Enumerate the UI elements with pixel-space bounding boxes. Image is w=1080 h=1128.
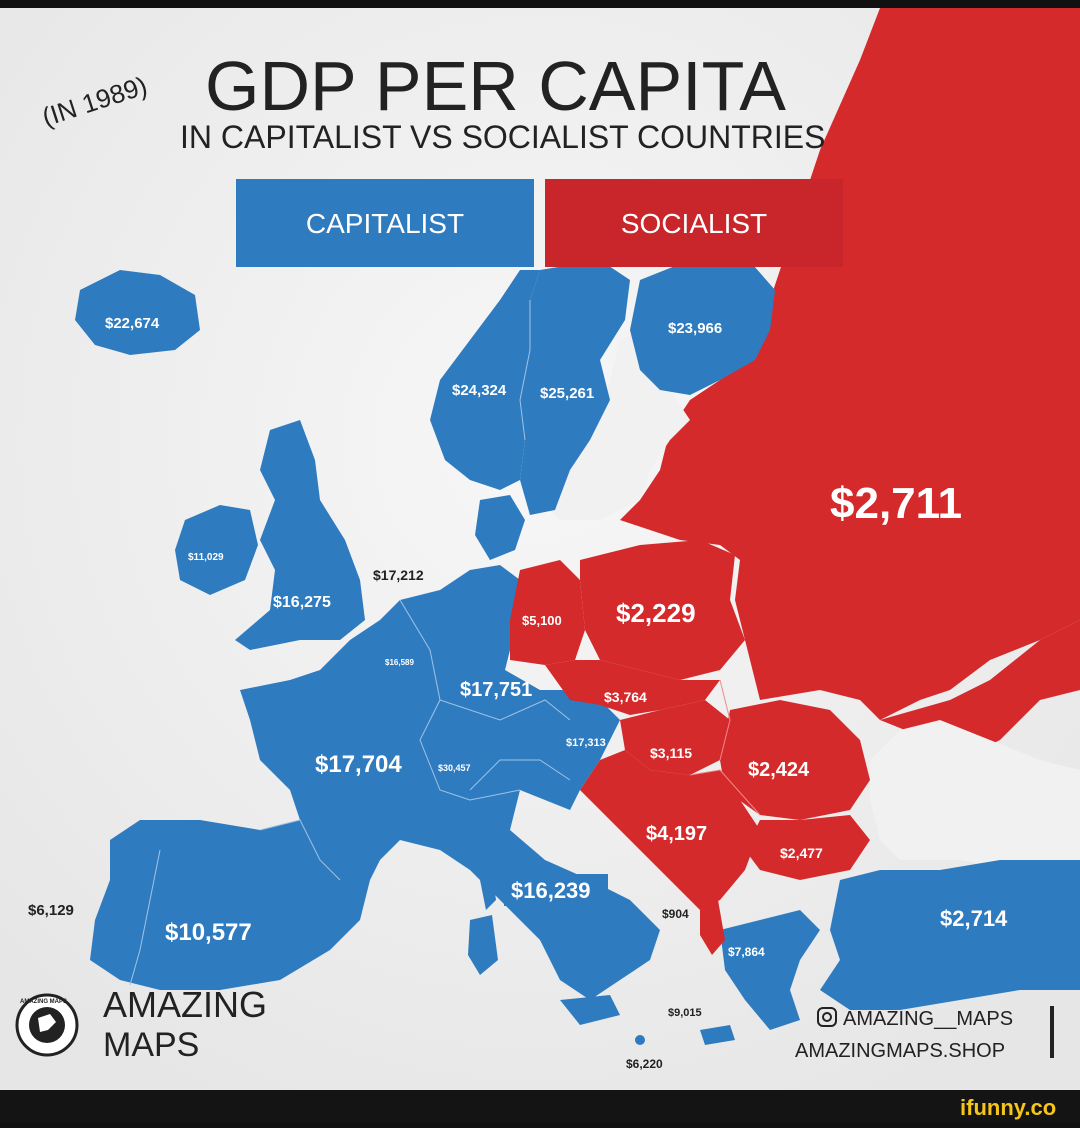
instagram-icon [817, 1007, 837, 1027]
region-uk [235, 420, 365, 650]
globe-land-icon [38, 1014, 56, 1032]
watermark: ifunny.co [960, 1095, 1056, 1120]
label-hungary: $3,115 [650, 745, 692, 761]
ussr-fade [700, 8, 1080, 328]
region-bulgaria [745, 815, 870, 880]
legend-capitalist-swatch [236, 179, 534, 267]
region-sweden [520, 260, 630, 515]
label-czechoslovakia: $3,764 [604, 689, 647, 705]
label-romania: $2,424 [748, 759, 810, 781]
label-italy-box [504, 874, 608, 906]
label-france: $17,704 [315, 751, 402, 778]
region-denmark [475, 495, 525, 560]
label-uk: $16,275 [273, 594, 331, 611]
region-albania [700, 900, 725, 955]
sea-black [870, 720, 1080, 880]
label-turkey: $2,714 [940, 906, 1008, 931]
label-cyprus: $9,015 [668, 1007, 702, 1019]
region-sicily [560, 995, 620, 1025]
label-norway: $24,324 [452, 382, 507, 399]
region-iceland [75, 270, 200, 355]
label-netherlands: $17,212 [373, 567, 424, 583]
label-east-germany: $5,100 [522, 613, 562, 628]
label-finland: $23,966 [668, 320, 722, 337]
label-albania: $904 [662, 907, 689, 921]
region-malta [635, 1035, 645, 1045]
country-borders [129, 300, 571, 986]
region-finland [630, 250, 775, 395]
region-poland [580, 540, 745, 680]
east-bloc-borders [689, 679, 761, 816]
branding-divider [1050, 1006, 1054, 1058]
label-yugoslavia: $4,197 [646, 823, 707, 845]
social-links: AMAZING__MAPS AMAZINGMAPS.SHOP [795, 1006, 1054, 1062]
label-belgium: $16,589 [385, 658, 414, 667]
region-cyprus [700, 1025, 735, 1045]
instagram-handle: AMAZING__MAPS [843, 1008, 1013, 1030]
label-switzerland: $30,457 [438, 763, 471, 773]
label-austria: $17,313 [566, 737, 606, 749]
label-iceland: $22,674 [105, 315, 160, 332]
logo-line2: MAPS [103, 1026, 199, 1064]
logo-seal-text: AMAZING MAPS [20, 999, 67, 1005]
legend: CAPITALIST SOCIALIST [236, 179, 843, 267]
region-ireland [175, 505, 258, 595]
label-west-germany: $17,751 [460, 679, 532, 701]
label-ussr: $2,711 [830, 479, 962, 528]
amazing-maps-logo: AMAZING MAPS AMAZING MAPS [15, 984, 267, 1064]
label-malta: $6,220 [626, 1057, 663, 1071]
label-spain: $10,577 [165, 919, 252, 946]
region-sardinia [468, 915, 498, 975]
label-bulgaria: $2,477 [780, 845, 823, 861]
region-corsica [480, 872, 496, 910]
page-subtitle: IN CAPITALIST VS SOCIALIST COUNTRIES [180, 119, 825, 155]
region-hungary [620, 700, 730, 775]
legend-socialist-swatch [545, 179, 843, 267]
region-greece [720, 910, 820, 1030]
region-yugoslavia [580, 750, 760, 910]
label-ireland: $11,029 [188, 552, 224, 563]
instagram-icon-lens [822, 1012, 832, 1022]
label-greece: $7,864 [728, 945, 765, 959]
region-turkey [820, 860, 1080, 1010]
value-labels: $22,674 $23,966 $24,324 $25,261 $2,711 $… [28, 315, 1008, 1071]
watermark-bar [0, 1090, 1080, 1123]
shop-link: AMAZINGMAPS.SHOP [795, 1040, 1005, 1062]
region-east-germany [510, 560, 585, 665]
label-poland: $2,229 [616, 598, 696, 628]
legend-capitalist-label: CAPITALIST [306, 208, 464, 239]
region-norway [430, 270, 540, 490]
label-sweden: $25,261 [540, 385, 594, 402]
label-portugal: $6,129 [28, 902, 74, 919]
label-italy: $16,239 [511, 878, 591, 903]
top-bar [0, 0, 1080, 8]
logo-line1: AMAZING [103, 984, 267, 1025]
region-romania [720, 700, 870, 820]
region-czechoslovakia [545, 660, 720, 715]
legend-socialist-label: SOCIALIST [621, 208, 767, 239]
page-title: GDP PER CAPITA [205, 47, 786, 125]
